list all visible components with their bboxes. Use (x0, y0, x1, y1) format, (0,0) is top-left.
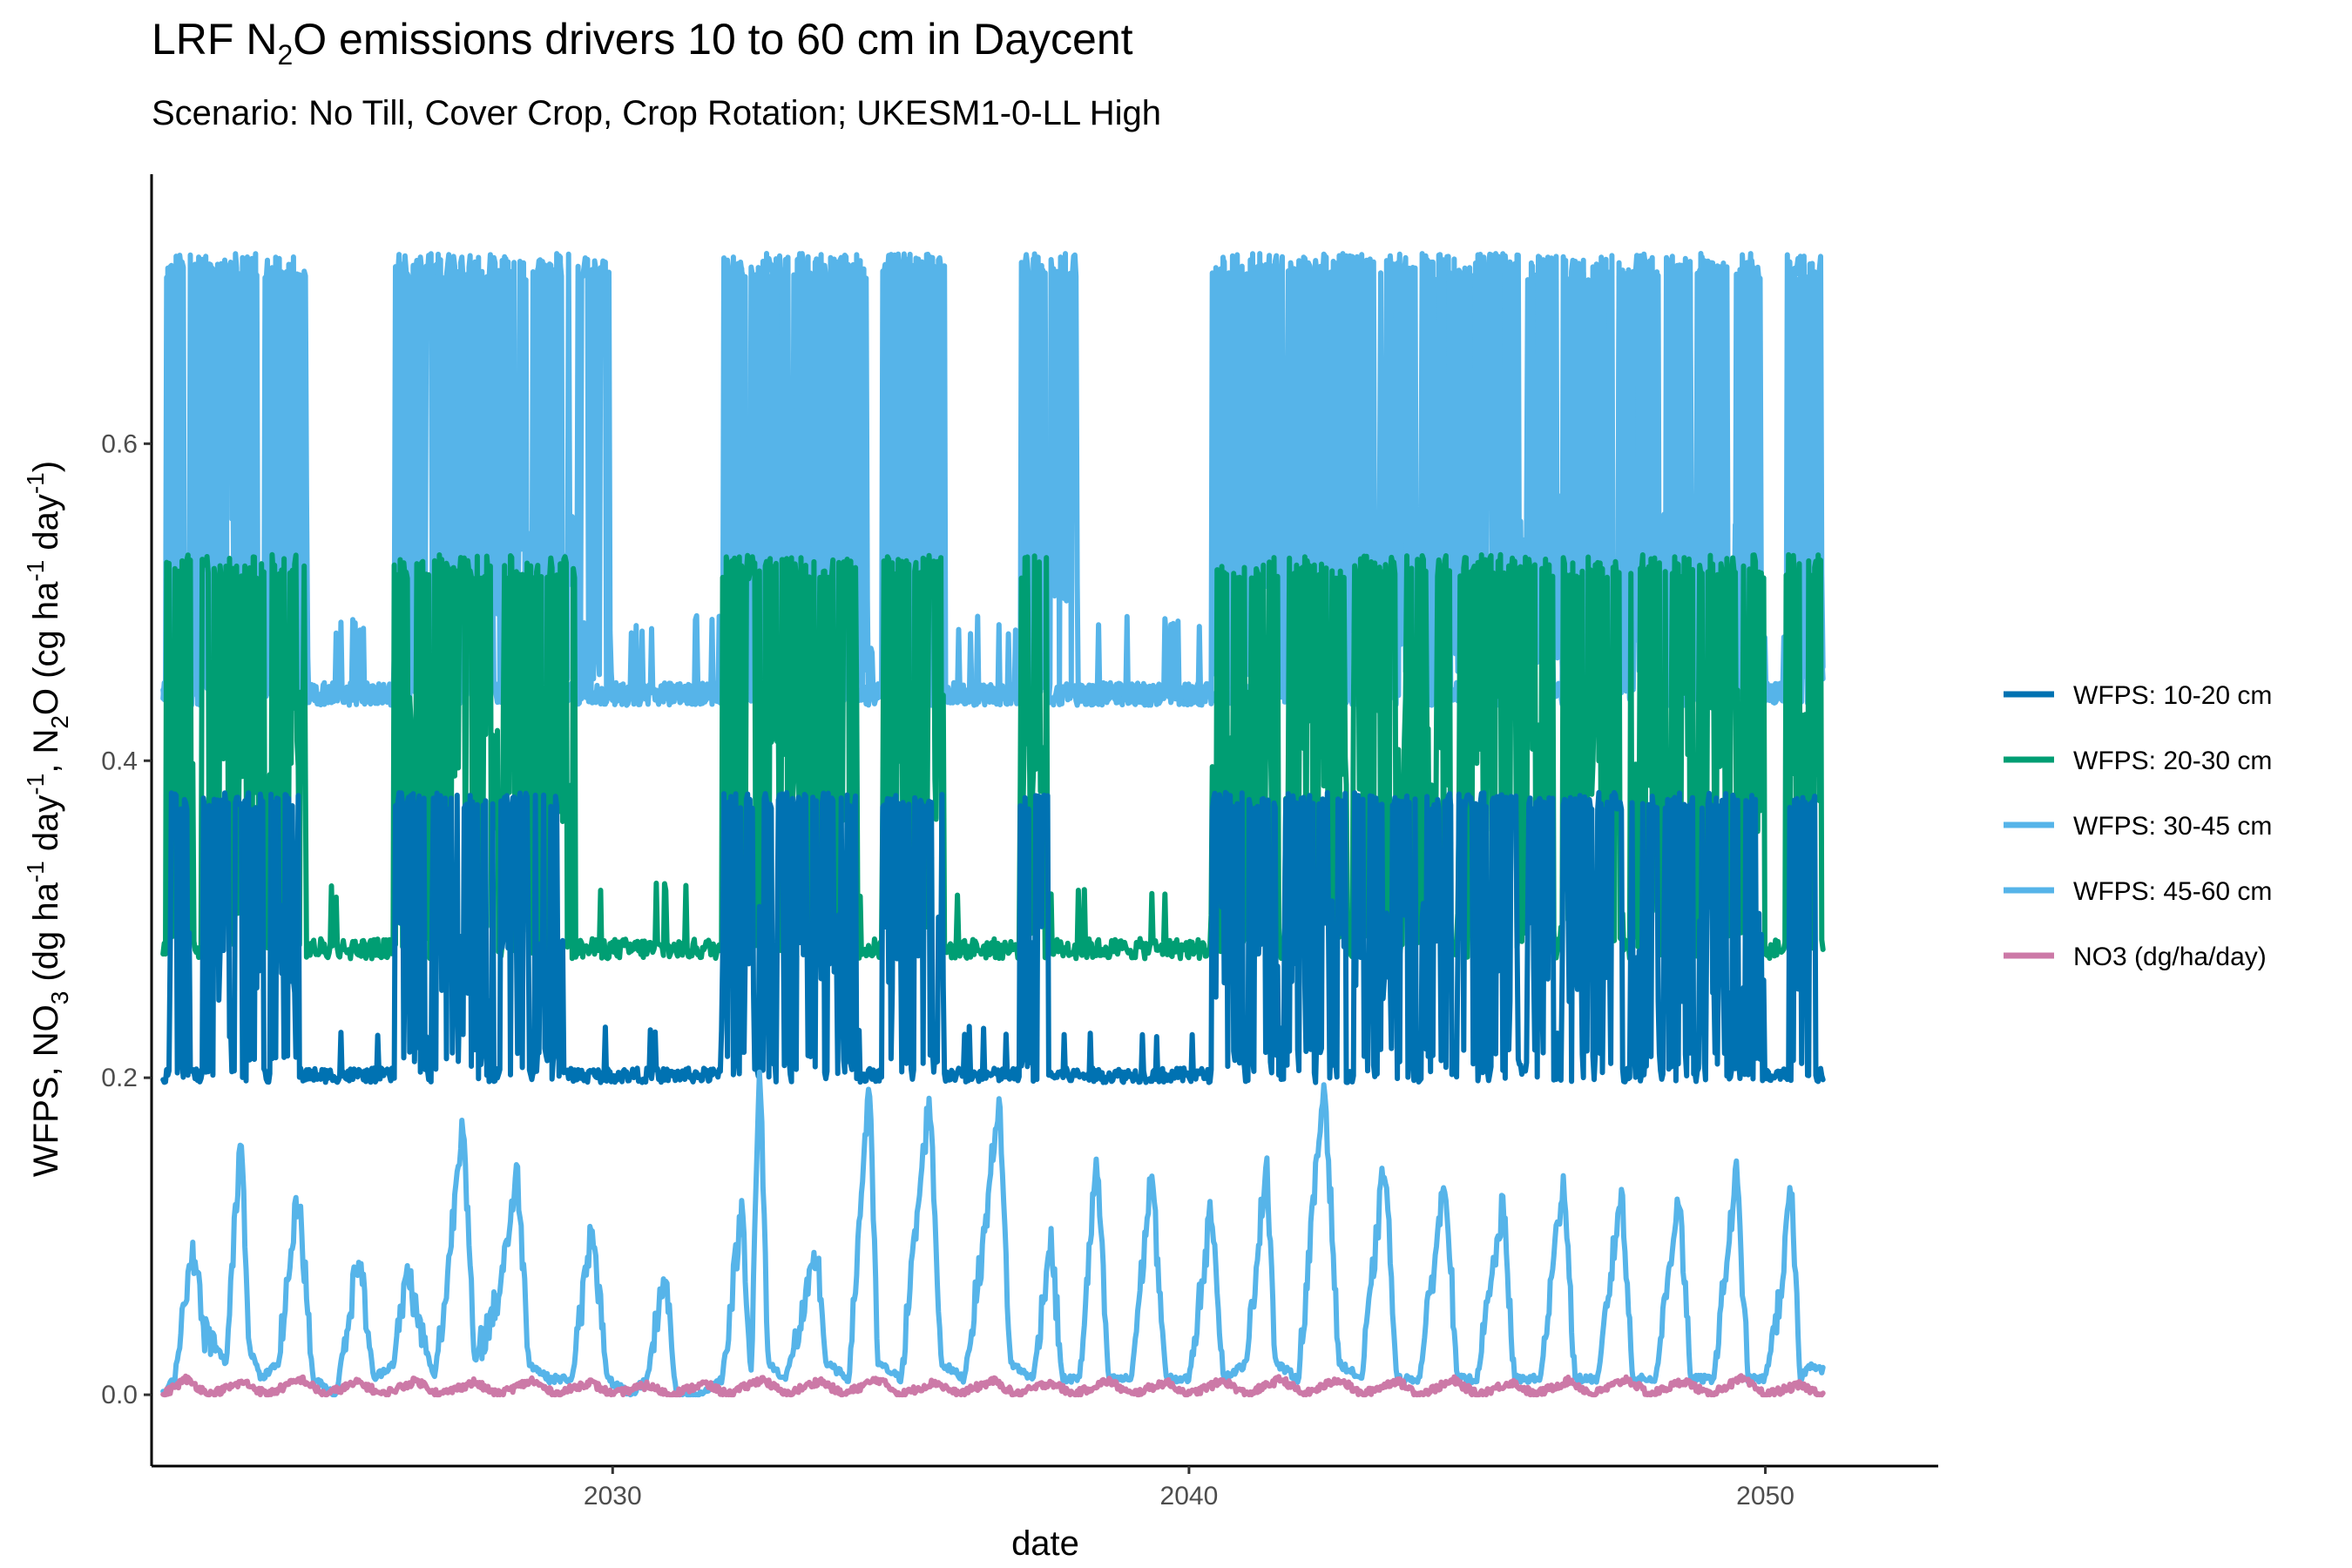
series-line-4 (160, 1069, 1826, 1398)
legend-label: NO3 (dg/ha/day) (2073, 943, 2267, 971)
y-axis-title-part: , N (27, 729, 65, 774)
x-tick-label: 2040 (1160, 1482, 1219, 1511)
y-axis-title-part: O (cg ha (27, 581, 65, 715)
legend-label: WFPS: 45-60 cm (2073, 877, 2272, 906)
series-line-5 (160, 1373, 1826, 1398)
chart-subtitle: Scenario: No Till, Cover Crop, Crop Rota… (152, 94, 1161, 132)
legend: WFPS: 10-20 cm WFPS: 20-30 cm WFPS: 30-45 … (2004, 681, 2272, 971)
y-axis-title-part: -1 (22, 861, 49, 882)
y-axis-title-part: -1 (22, 774, 49, 795)
y-axis-title-part: day (27, 795, 65, 862)
x-tick-label: 2050 (1736, 1482, 1794, 1511)
legend-label: WFPS: 20-30 cm (2073, 747, 2272, 775)
title-main: LRF N (152, 15, 277, 64)
y-axis-title-part: WFPS, NO (27, 1004, 65, 1177)
series-layer (160, 251, 1826, 1398)
x-tick-label: 2030 (584, 1482, 642, 1511)
y-axis-title-part: ) (27, 461, 65, 472)
x-ticks: 2030 2040 2050 (584, 1466, 1794, 1511)
title-subscript: 2 (277, 39, 293, 71)
series-line-3 (160, 789, 1826, 1085)
series-line-2 (160, 551, 1826, 962)
x-axis-title: date (1011, 1524, 1079, 1563)
legend-label: WFPS: 10-20 cm (2073, 681, 2272, 710)
y-axis-title: WFPS, NO3 (dg ha-1 day-1, N2O (cg ha-1 d… (22, 461, 73, 1177)
y-tick-label: 0.0 (101, 1381, 138, 1409)
y-axis-title-part: day (27, 494, 65, 560)
y-tick-label: 0.2 (101, 1064, 138, 1092)
y-ticks: 0.0 0.2 0.4 0.6 (101, 429, 152, 1409)
y-axis-title-part: 2 (46, 715, 73, 729)
y-axis-title-part: (dg ha (27, 882, 65, 990)
y-tick-label: 0.6 (101, 429, 138, 458)
y-axis-title-part: -1 (22, 560, 49, 582)
y-axis-title-part: -1 (22, 472, 49, 494)
chart-title: LRF N2O emissions drivers 10 to 60 cm in… (152, 15, 1133, 71)
title-rest: O emissions drivers 10 to 60 cm in Dayce… (293, 15, 1132, 64)
legend-label: WFPS: 30-45 cm (2073, 812, 2272, 841)
y-axis-title-part: 3 (46, 991, 73, 1005)
y-tick-label: 0.4 (101, 747, 138, 775)
